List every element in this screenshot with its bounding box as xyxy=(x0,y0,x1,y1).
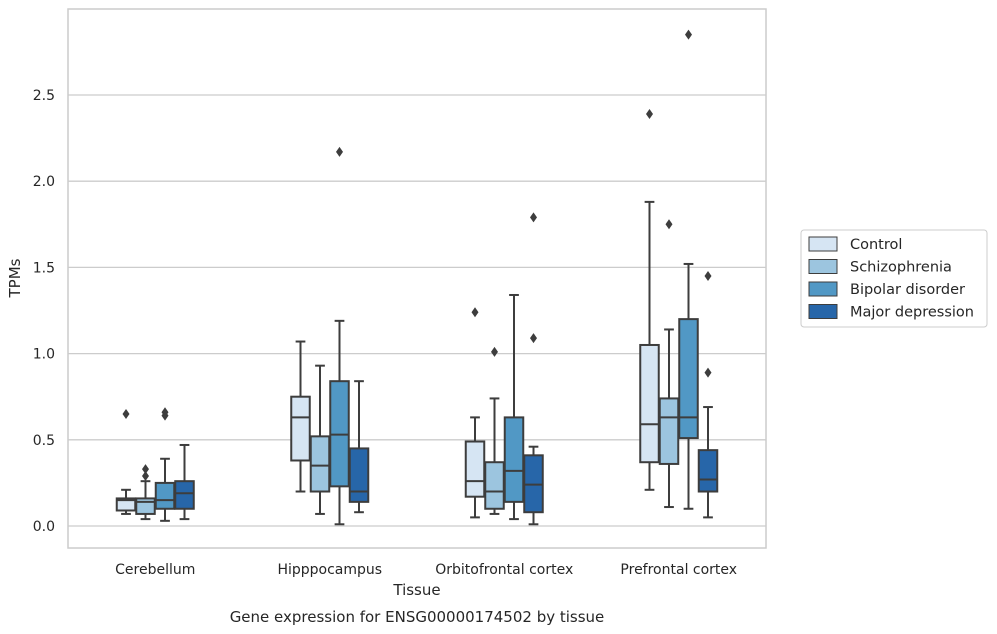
outlier-point xyxy=(336,146,343,157)
box xyxy=(174,443,195,521)
box xyxy=(678,29,699,510)
legend-label: Major depression xyxy=(850,305,974,321)
box xyxy=(348,380,370,514)
box-body xyxy=(135,497,156,515)
box xyxy=(523,212,544,526)
y-axis-label: TPMs xyxy=(6,258,24,298)
legend-swatch xyxy=(808,304,838,319)
box-body xyxy=(154,481,176,510)
legend-swatch xyxy=(808,259,838,274)
box xyxy=(154,407,176,522)
box-body xyxy=(464,440,486,498)
legend-swatch xyxy=(808,236,838,252)
box xyxy=(658,219,680,509)
outlier-point xyxy=(530,333,537,344)
box-body xyxy=(639,343,660,464)
x-axis-label: Tissue xyxy=(392,581,440,599)
box xyxy=(115,408,137,515)
box-series xyxy=(115,29,719,526)
outlier-point xyxy=(122,408,130,419)
box-body xyxy=(484,461,505,510)
x-tick-label: Prefrontal cortex xyxy=(620,562,737,578)
outlier-point xyxy=(704,367,712,378)
box-body xyxy=(503,416,525,503)
x-axis-ticks: Cerebellum Hipppocampus Orbitofrontal cort… xyxy=(115,562,737,578)
legend: Control Schizophrenia Bipolar disorder Majo… xyxy=(800,229,988,328)
box xyxy=(697,271,719,519)
outlier-point xyxy=(142,471,149,482)
y-tick-label: 1.5 xyxy=(33,260,55,276)
legend-label: Schizophrenia xyxy=(850,260,952,276)
y-tick-label: 0.5 xyxy=(33,433,55,449)
x-tick-label: Cerebellum xyxy=(115,562,195,578)
outlier-point xyxy=(704,271,712,282)
outlier-point xyxy=(530,212,537,223)
box xyxy=(290,340,311,493)
legend-label: Bipolar disorder xyxy=(850,282,965,298)
legend-swatch xyxy=(808,281,838,297)
box-body xyxy=(174,480,195,510)
gridlines xyxy=(68,94,766,527)
legend-frame xyxy=(800,229,988,328)
legend-items: Control Schizophrenia Bipolar disorder Majo… xyxy=(808,236,974,321)
plot-area xyxy=(67,8,767,549)
y-axis-ticks: 0.0 0.5 1.0 1.5 2.0 2.5 xyxy=(33,88,55,535)
box-body xyxy=(658,397,680,465)
legend-label: Control xyxy=(850,237,902,253)
x-tick-label: Hipppocampus xyxy=(277,562,382,578)
box xyxy=(464,307,486,519)
outlier-point xyxy=(471,307,479,318)
chart-caption: Gene expression for ENSG00000174502 by t… xyxy=(230,608,605,626)
y-tick-label: 0.0 xyxy=(33,519,55,535)
outlier-point xyxy=(161,407,169,418)
y-tick-label: 2.0 xyxy=(33,174,55,190)
outlier-point xyxy=(142,464,149,475)
outlier-point xyxy=(491,346,498,357)
y-tick-label: 1.0 xyxy=(33,347,55,363)
outlier-point xyxy=(646,108,653,119)
box xyxy=(135,464,156,521)
box-body xyxy=(309,435,331,493)
box-body xyxy=(290,395,311,462)
x-tick-label: Orbitofrontal cortex xyxy=(435,562,573,578)
box xyxy=(329,146,350,526)
outlier-point xyxy=(685,29,692,40)
box-body xyxy=(348,447,370,503)
box-body xyxy=(678,318,699,440)
outlier-point xyxy=(665,219,673,230)
y-tick-label: 2.5 xyxy=(33,88,55,104)
box-body xyxy=(697,449,719,493)
box xyxy=(484,346,505,515)
